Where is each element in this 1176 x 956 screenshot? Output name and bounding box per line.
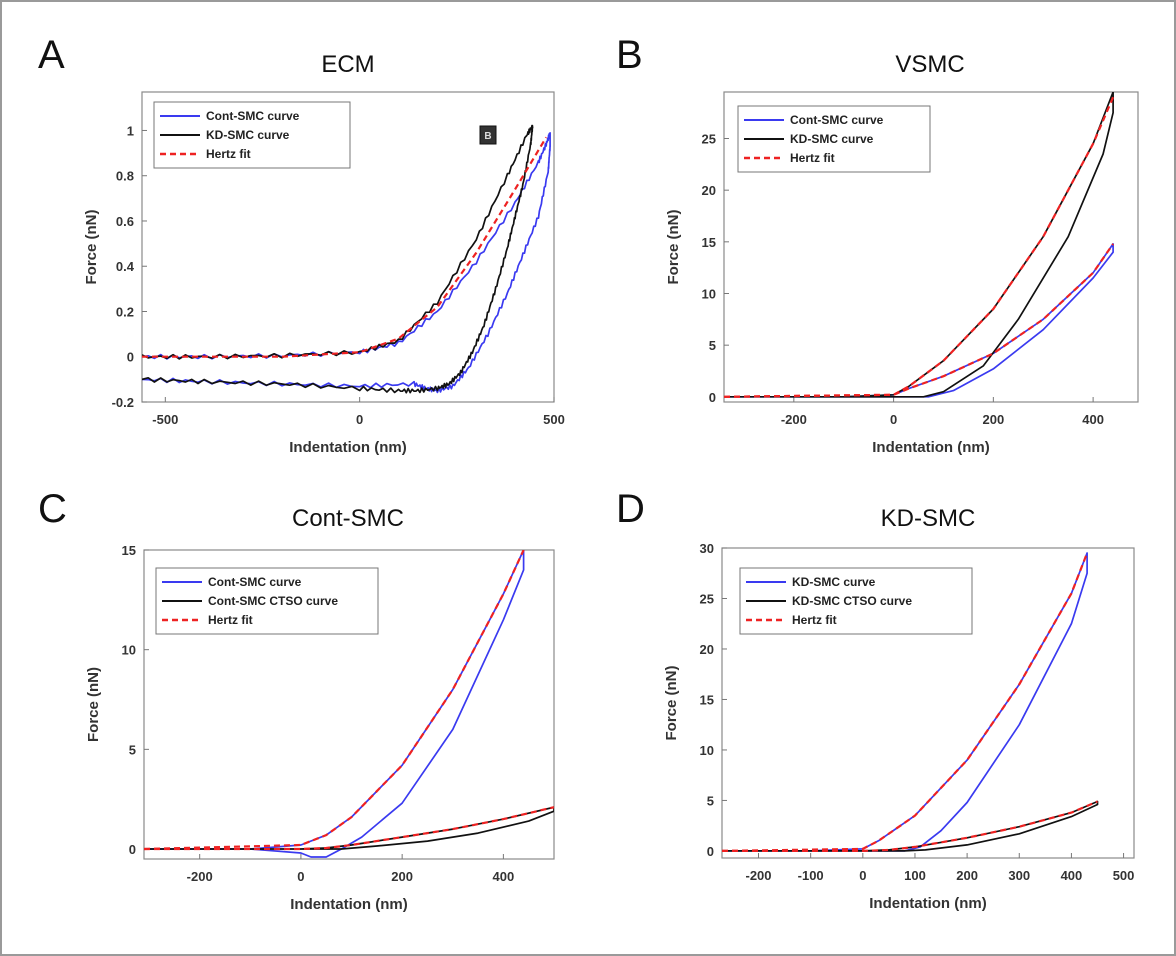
legend-label: Hertz fit	[790, 151, 835, 165]
panel-a: A ECM -500 0 500 -0.2 0 0.2 0.4 0.6 0.8 1 Indentatio…	[38, 33, 565, 456]
x-tick-label: 100	[904, 868, 926, 883]
legend: Cont-SMC curve KD-SMC curve Hertz fit	[153, 101, 351, 169]
y-tick-label: 0.8	[116, 169, 134, 184]
y-tick-label: 10	[700, 743, 714, 758]
y-axis-label: Force (nN)	[85, 667, 102, 742]
x-tick-label: -200	[781, 412, 807, 427]
y-tick-label: 0	[707, 844, 714, 859]
series-line	[724, 243, 1115, 398]
legend: KD-SMC curve KD-SMC CTSO curve Hertz fit	[739, 567, 973, 635]
legend-label: KD-SMC curve	[790, 132, 874, 146]
plot-area	[724, 92, 1115, 398]
x-tick-label: 0	[297, 869, 304, 884]
x-tick-label: 200	[391, 869, 413, 884]
annotation-marker	[479, 125, 497, 145]
panel-letter: C	[38, 487, 67, 531]
x-tick-label: 200	[956, 868, 978, 883]
y-tick-label: 20	[700, 642, 714, 657]
series-line	[142, 131, 551, 394]
y-tick-label: 15	[122, 543, 136, 558]
x-axis-label: Indentation (nm)	[289, 439, 406, 456]
y-tick-label: 15	[700, 692, 714, 707]
x-axis-label: Indentation (nm)	[869, 895, 986, 912]
x-tick-label: 200	[982, 412, 1004, 427]
plot-area	[142, 124, 551, 394]
y-tick-label: 0.4	[116, 259, 135, 274]
series-line	[722, 800, 1098, 853]
legend-label: Cont-SMC curve	[208, 575, 302, 589]
legend-label: Cont-SMC curve	[206, 109, 300, 123]
legend-label: KD-SMC curve	[206, 128, 290, 142]
x-axis-label: Indentation (nm)	[290, 896, 407, 913]
x-tick-label: 400	[493, 869, 515, 884]
x-tick-label: 500	[1113, 868, 1135, 883]
x-tick-label: 0	[859, 868, 866, 883]
series-line	[144, 550, 525, 851]
y-tick-label: 0.2	[116, 304, 134, 319]
series-line	[144, 806, 554, 850]
series-line	[144, 550, 525, 858]
panel-letter: A	[38, 33, 65, 77]
plot-area	[144, 550, 554, 858]
panel-b: B VSMC -200 0 200 400 0 5 10 15 20 25 Indentation (n…	[616, 33, 1139, 456]
legend-label: Hertz fit	[206, 147, 251, 161]
x-tick-label: 400	[1061, 868, 1083, 883]
chart-title: VSMC	[895, 51, 964, 78]
legend: Cont-SMC curve KD-SMC curve Hertz fit	[737, 105, 931, 173]
legend-label: Cont-SMC curve	[790, 113, 884, 127]
series-line	[144, 806, 554, 851]
y-tick-label: 15	[702, 235, 716, 250]
chart-title: KD-SMC	[881, 505, 976, 532]
legend-label: Cont-SMC CTSO curve	[208, 594, 338, 608]
y-tick-label: 25	[700, 591, 714, 606]
series-line	[142, 136, 548, 358]
panel-letter: B	[616, 33, 643, 77]
series-line	[722, 552, 1089, 852]
x-tick-label: 400	[1082, 412, 1104, 427]
x-tick-label: 0	[890, 412, 897, 427]
y-tick-label: -0.2	[112, 395, 134, 410]
x-axis-label: Indentation (nm)	[872, 439, 989, 456]
x-tick-label: -200	[187, 869, 213, 884]
x-tick-label: -100	[798, 868, 824, 883]
legend-label: Hertz fit	[208, 613, 253, 627]
y-tick-label: 5	[709, 338, 716, 353]
y-tick-label: 0	[129, 842, 136, 857]
chart-title: ECM	[321, 51, 374, 78]
x-tick-label: -200	[745, 868, 771, 883]
chart-title: Cont-SMC	[292, 505, 404, 532]
y-tick-label: 5	[129, 742, 136, 757]
annotation-text: B	[484, 131, 491, 142]
y-tick-label: 1	[127, 123, 134, 138]
x-tick-label: 500	[543, 412, 565, 427]
legend-label: KD-SMC curve	[792, 575, 876, 589]
y-tick-label: 0	[709, 390, 716, 405]
plot-area	[722, 552, 1099, 853]
y-tick-label: 5	[707, 793, 714, 808]
legend: Cont-SMC curve Cont-SMC CTSO curve Hertz f…	[155, 567, 379, 635]
y-tick-label: 10	[122, 643, 136, 658]
y-tick-label: 30	[700, 541, 714, 556]
y-tick-label: 0	[127, 350, 134, 365]
panel-letter: D	[616, 487, 645, 531]
y-axis-label: Force (nN)	[663, 665, 680, 740]
legend-label: Hertz fit	[792, 613, 837, 627]
y-tick-label: 0.6	[116, 214, 134, 229]
legend-label: KD-SMC CTSO curve	[792, 594, 912, 608]
y-tick-label: 25	[702, 132, 716, 147]
y-tick-label: 10	[702, 287, 716, 302]
panel-c: C Cont-SMC -200 0 200 400 0 5 10 15 Indentation (n…	[38, 487, 555, 913]
x-tick-label: 300	[1008, 868, 1030, 883]
panel-d: D KD-SMC -200 -100 0 100 200 300 400 500 0 5 10 15 20 2…	[616, 487, 1135, 912]
y-axis-label: Force (nN)	[83, 209, 100, 284]
x-tick-label: -500	[152, 412, 178, 427]
series-line	[142, 124, 534, 394]
y-tick-label: 20	[702, 183, 716, 198]
x-tick-label: 0	[356, 412, 363, 427]
y-axis-label: Force (nN)	[665, 209, 682, 284]
